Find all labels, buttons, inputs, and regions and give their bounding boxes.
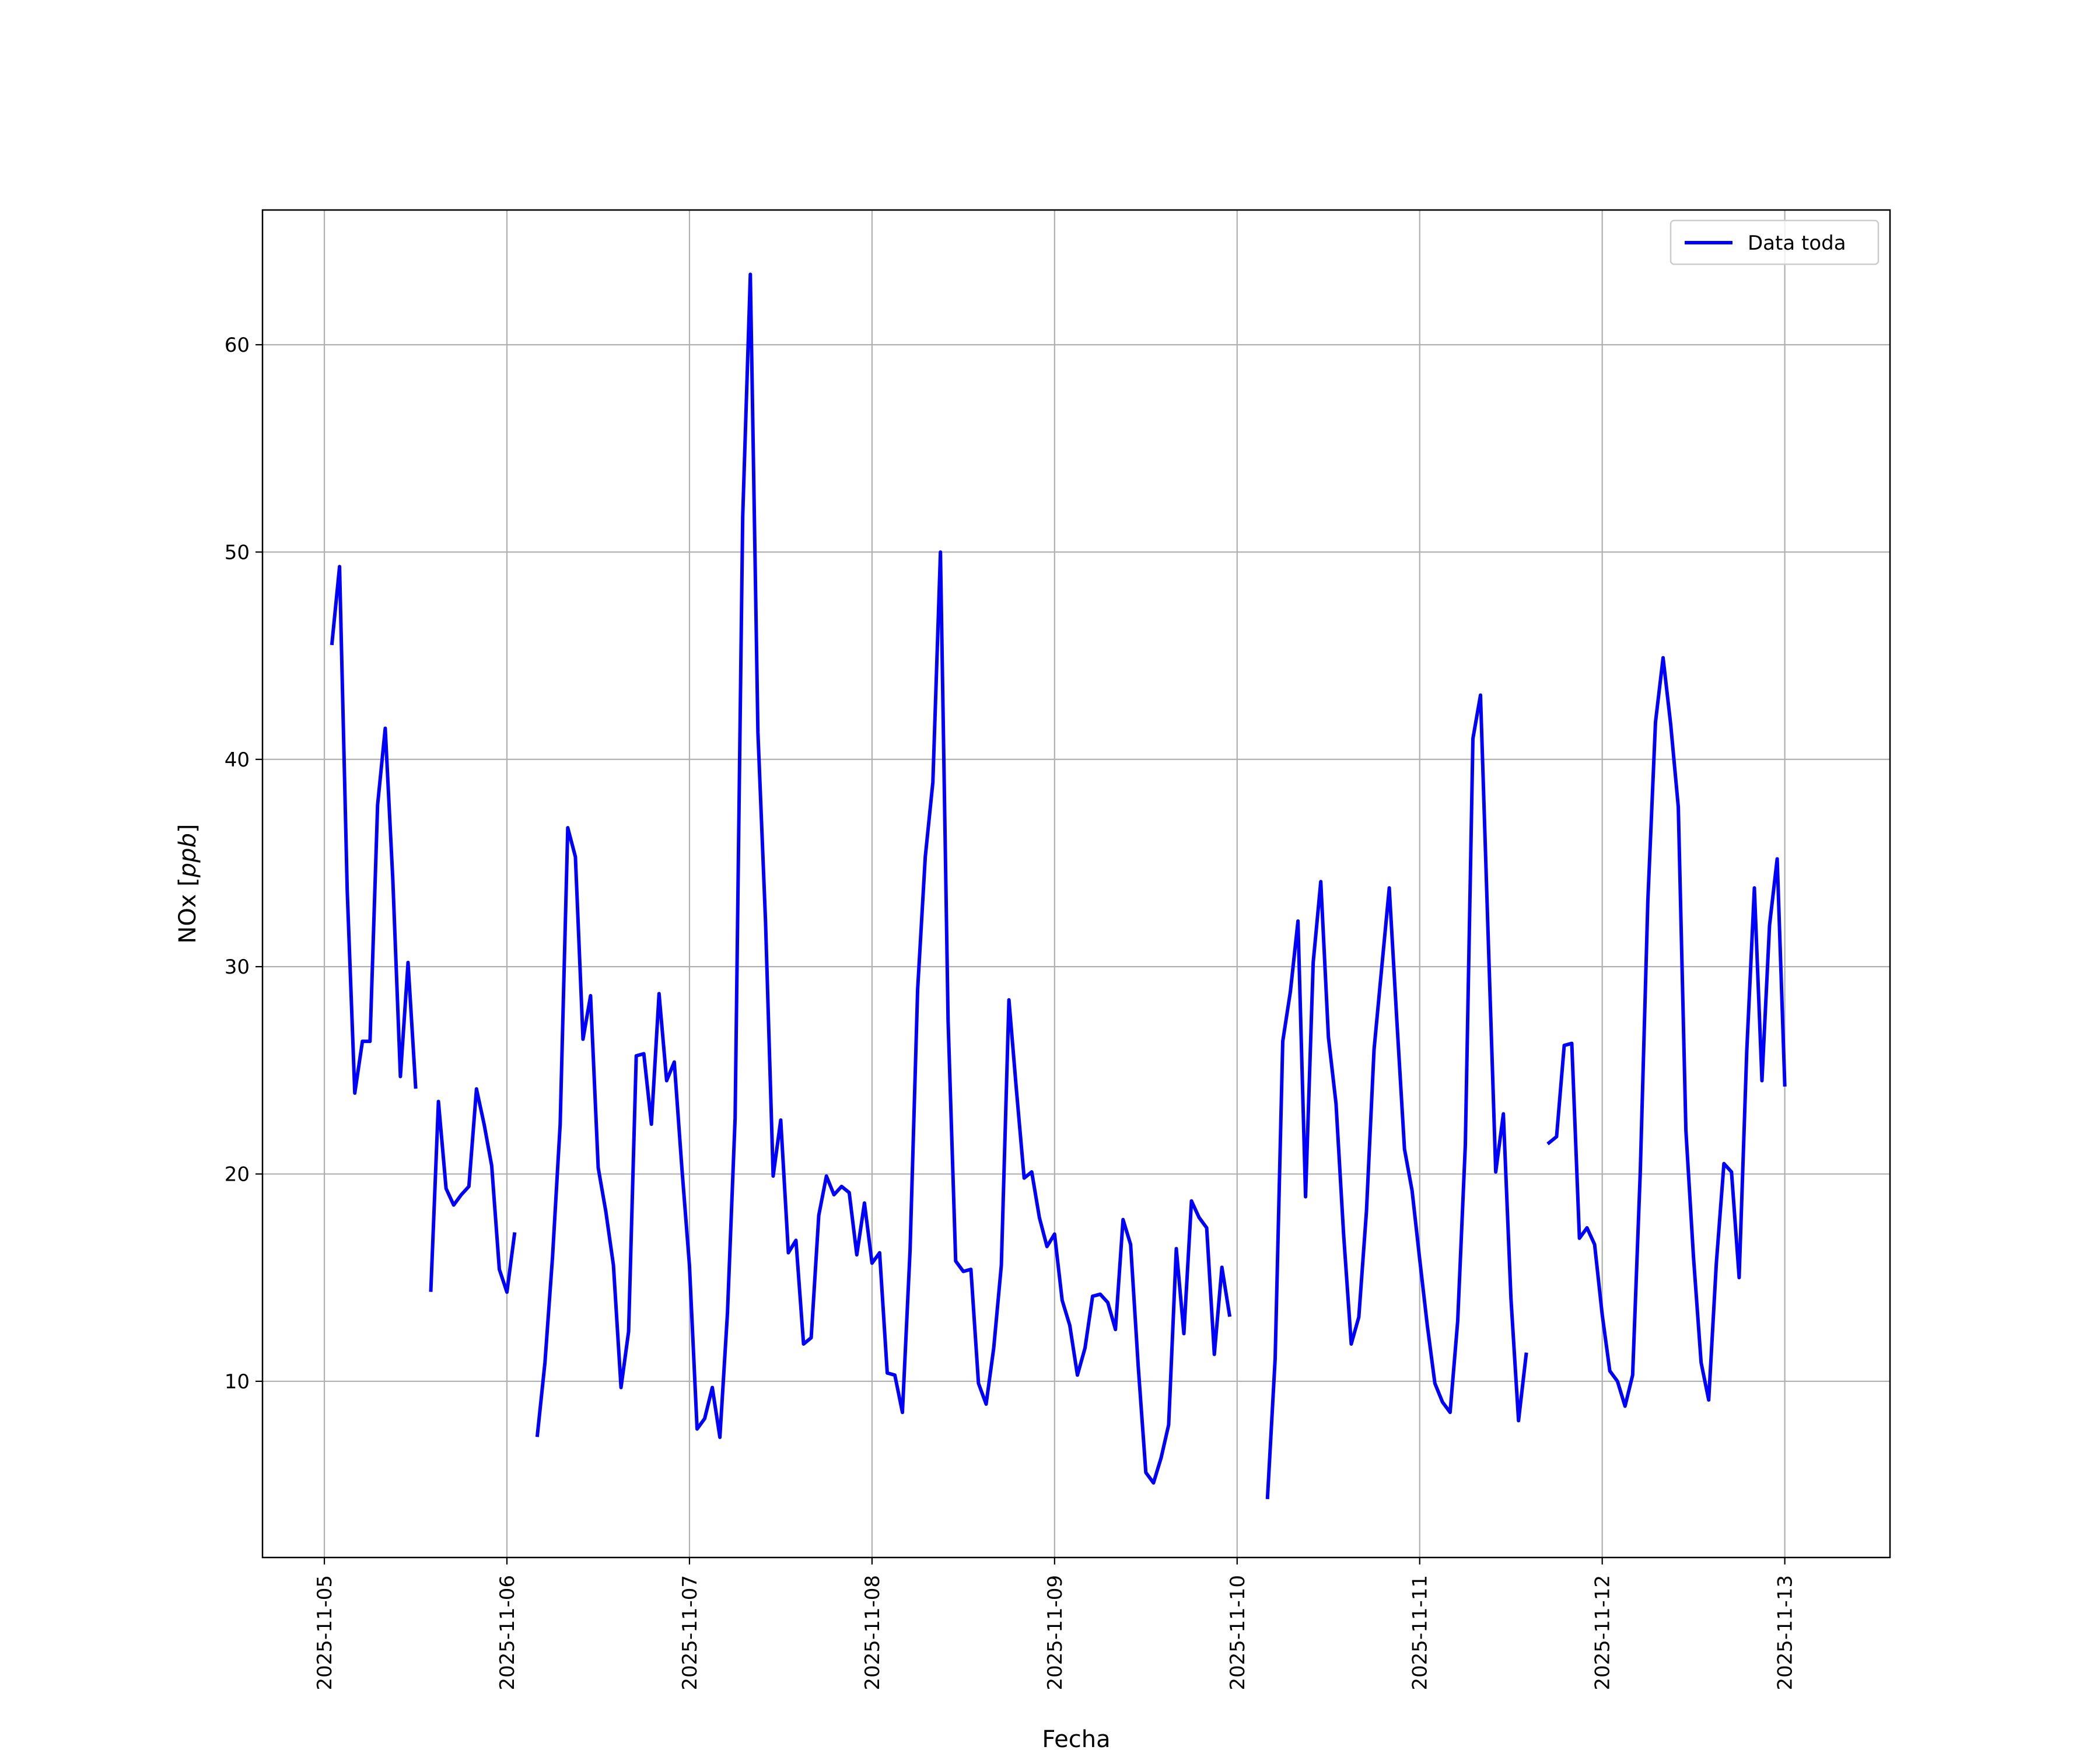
x-tick-label: 2025-11-07 — [678, 1575, 702, 1690]
x-tick-label: 2025-11-10 — [1226, 1575, 1250, 1690]
series-line-segment — [535, 272, 1232, 1485]
series-line-segment — [1265, 693, 1528, 1500]
y-tick-label: 20 — [225, 1163, 250, 1186]
y-tick-label: 60 — [225, 334, 250, 357]
x-tick-label: 2025-11-06 — [496, 1575, 519, 1690]
y-tick-label: 50 — [225, 541, 250, 564]
legend-entry-data-toda: Data toda — [1748, 232, 1846, 255]
y-tick-label: 30 — [225, 956, 250, 979]
x-axis: 2025-11-05 2025-11-06 2025-11-07 2025-11-08… — [313, 1558, 1797, 1690]
x-tick-label: 2025-11-12 — [1591, 1575, 1615, 1690]
x-tick-label: 2025-11-09 — [1044, 1575, 1067, 1690]
y-axis-label: NOx [ppb] — [174, 824, 201, 943]
legend: Data toda — [1670, 219, 1880, 265]
x-tick-label: 2025-11-13 — [1774, 1575, 1797, 1690]
y-tick-label: 10 — [225, 1370, 250, 1394]
plot-frame — [261, 209, 1891, 1559]
plot-area-background — [262, 210, 1890, 1558]
y-axis-label-main: NOx [ — [174, 877, 201, 943]
grid-lines — [262, 210, 1890, 1558]
y-axis-label-unit: ppb — [174, 833, 201, 878]
y-tick-label: 40 — [225, 748, 250, 772]
data-series-layer — [330, 272, 1787, 1500]
legend-frame — [1670, 219, 1880, 265]
x-axis-label: Fecha — [1042, 1726, 1110, 1750]
series-line-segment — [429, 1087, 517, 1294]
x-tick-label: 2025-11-08 — [861, 1575, 884, 1690]
y-axis: 10 20 30 40 50 60 — [225, 334, 262, 1394]
series-line-segment — [1546, 656, 1787, 1408]
y-axis-label-close: ] — [174, 824, 201, 833]
x-tick-label: 2025-11-11 — [1409, 1575, 1432, 1690]
series-line-segment — [330, 565, 418, 1095]
x-tick-label: 2025-11-05 — [313, 1575, 337, 1690]
